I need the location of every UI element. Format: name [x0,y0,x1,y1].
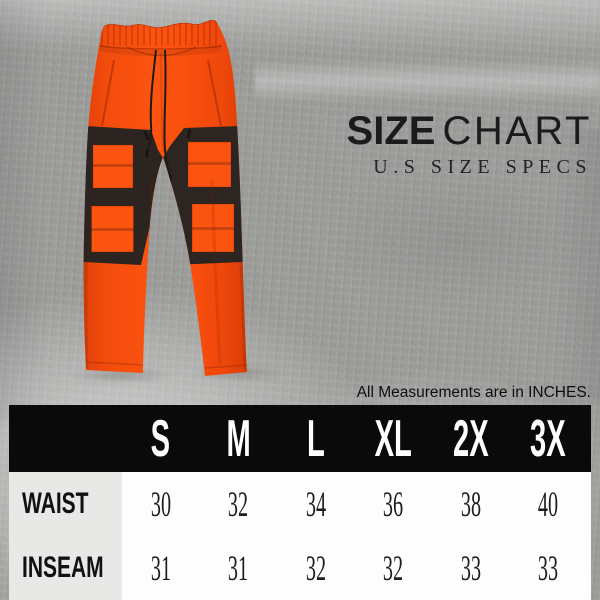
pants-shadow [66,366,176,384]
waist-value: 36 [383,484,404,524]
side-pocket-seam [207,59,222,127]
background-light-streak [255,60,600,102]
fly-seam [160,51,164,153]
zipper-pull [187,128,191,139]
row-label-inseam: INSEAM [9,536,122,600]
inseam-value: 31 [150,548,171,588]
shading-crease [210,179,222,366]
waist-value: 38 [460,484,481,524]
table-row-waist: WAIST 30 32 34 36 38 40 [9,472,591,536]
inseam-value: 33 [460,548,481,588]
table-header-size: S [151,409,171,468]
table-header-size: 2X [452,409,489,468]
zipper-pull [144,130,149,141]
table-header-row: S M L XL 2X 3X [9,405,591,472]
left-upper-pocket [92,144,134,189]
table-header-size: L [306,409,325,468]
inseam-value: 32 [305,548,326,588]
side-pocket-seam [101,59,115,127]
cuff-seam [204,364,247,369]
waist-value: 40 [538,484,559,524]
inseam-value: 33 [538,548,559,588]
table-header-size: XL [374,409,412,468]
background-smudge [320,170,600,310]
left-lower-pocket [91,205,134,253]
page-title: SIZE CHART [347,111,592,151]
units-note: All Measurements are in INCHES. [356,384,591,401]
table-header-empty-cell [9,405,122,472]
table-row-inseam: INSEAM 31 31 32 32 33 33 [9,536,591,600]
waist-value: 32 [228,484,249,524]
right-upper-pocket [187,141,232,188]
title-bold: SIZE [346,109,436,153]
waist-value: 30 [150,484,171,524]
table-header-size: M [226,409,251,468]
cuff-seam [85,361,144,366]
pants-silhouette [83,19,247,377]
right-lower-pocket [191,203,235,253]
inseam-value: 32 [383,548,404,588]
title-block: SIZE CHART U.S SIZE SPECS [347,111,592,179]
waist-value: 34 [305,484,326,524]
row-label-waist: WAIST [9,472,122,536]
title-light: CHART [442,109,592,153]
background-dark-patch [555,130,600,400]
table-header-size: 3X [530,409,567,468]
inseam-value: 31 [228,548,249,588]
size-chart-table: S M L XL 2X 3X WAIST 30 32 34 36 38 40 I… [9,405,591,600]
page-subtitle: U.S SIZE SPECS [373,156,592,178]
